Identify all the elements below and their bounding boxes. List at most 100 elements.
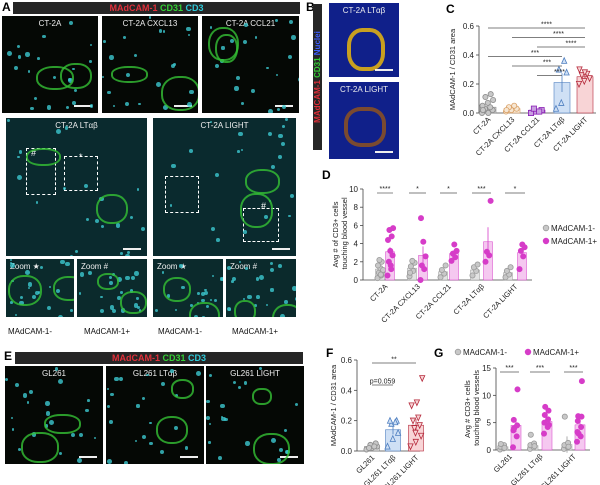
legend-marker xyxy=(454,348,462,356)
y-tick-label: 0.6 xyxy=(463,22,475,31)
data-point xyxy=(384,236,391,243)
cell-dot xyxy=(233,380,237,384)
data-point xyxy=(437,274,444,281)
caption: MAdCAM-1- xyxy=(158,327,203,336)
cell-dot xyxy=(256,295,260,299)
cell-dot xyxy=(87,398,90,402)
data-point xyxy=(374,262,381,269)
data-point xyxy=(545,407,552,414)
cell-dot xyxy=(124,101,129,106)
cell-dot xyxy=(54,367,59,371)
cell-dot xyxy=(162,29,166,33)
cell-dot xyxy=(188,148,193,153)
vessel xyxy=(189,301,220,317)
legend-label: MAdCAM-1+ xyxy=(551,237,597,246)
vessel xyxy=(96,273,119,291)
data-point xyxy=(392,418,399,426)
stain-madcam: MAdCAM-1 xyxy=(111,353,160,363)
vessel xyxy=(239,193,274,228)
cell-dot xyxy=(60,259,65,265)
y-tick-label: 0.4 xyxy=(463,51,475,60)
cell-dot xyxy=(126,250,130,255)
cell-dot xyxy=(283,428,287,433)
cell-dot xyxy=(56,128,62,134)
micrograph-ct2a-light: CT-2A LIGHT # xyxy=(152,117,297,257)
y-axis-label-line: touching blood vessels xyxy=(472,370,481,448)
data-point xyxy=(365,444,372,451)
cell-dot xyxy=(211,227,216,232)
cell-dot xyxy=(77,457,83,463)
data-point xyxy=(520,253,527,260)
y-tick-label: 0.0 xyxy=(341,447,353,456)
cell-dot xyxy=(9,261,13,265)
data-point xyxy=(418,375,426,383)
cell-dot xyxy=(90,44,93,47)
zoom-box-star xyxy=(165,176,199,213)
data-point xyxy=(422,253,429,260)
data-point xyxy=(536,108,543,115)
vessel xyxy=(170,379,195,399)
cell-dot xyxy=(135,440,138,443)
cell-dot xyxy=(149,441,153,445)
data-point xyxy=(555,65,563,73)
cell-dot xyxy=(270,288,274,292)
cell-dot xyxy=(197,291,200,295)
data-point xyxy=(442,262,449,269)
data-point xyxy=(386,416,394,424)
cell-dot xyxy=(58,314,64,317)
data-point xyxy=(482,258,489,265)
y-axis-label: MAdCAM-1 / CD31 area xyxy=(329,364,338,446)
micrograph-title: CT-2A CCL21 xyxy=(225,19,276,28)
cell-dot xyxy=(131,276,136,281)
cell-dot xyxy=(34,97,38,101)
y-tick-label: 4 xyxy=(354,240,359,249)
data-point xyxy=(501,444,508,451)
cell-dot xyxy=(78,292,82,296)
vessel xyxy=(344,107,386,147)
vessel xyxy=(253,432,291,464)
vessel xyxy=(96,194,129,225)
cell-dot xyxy=(287,54,292,59)
cell-dot xyxy=(193,315,199,317)
significance-label: **** xyxy=(566,41,577,48)
data-point xyxy=(469,272,476,279)
data-point xyxy=(578,424,585,431)
cell-dot xyxy=(208,374,213,378)
data-point xyxy=(418,262,425,269)
cell-dot xyxy=(28,70,31,73)
significance-label: *** xyxy=(505,365,513,372)
micrograph-title: CT-2A LTαβ xyxy=(342,6,386,15)
data-point xyxy=(448,257,455,264)
cell-dot xyxy=(65,105,69,109)
cell-dot xyxy=(284,300,289,304)
cell-dot xyxy=(9,259,12,262)
cell-dot xyxy=(201,298,206,303)
data-point xyxy=(558,98,565,106)
data-point xyxy=(376,256,383,263)
cell-dot xyxy=(74,89,78,93)
significance-label: *** xyxy=(477,186,485,193)
cell-dot xyxy=(125,254,130,256)
x-tick-label: GL261 LIGHT xyxy=(539,452,579,485)
cell-dot xyxy=(46,105,51,110)
micrograph-title: GL261 LIGHT xyxy=(230,369,280,378)
cell-dot xyxy=(70,255,74,256)
cell-dot xyxy=(159,450,164,455)
y-axis-label-line: Avg # CD3+ cells xyxy=(463,380,472,438)
data-point xyxy=(574,418,581,425)
cell-dot xyxy=(53,75,57,79)
cell-dot xyxy=(5,377,9,382)
data-point xyxy=(453,247,460,254)
cell-dot xyxy=(204,288,207,291)
data-point xyxy=(509,444,516,451)
x-tick-label: CT-2A LIGHT xyxy=(481,282,519,320)
y-tick-label: 0.4 xyxy=(341,386,353,395)
y-axis-label-line: touching blood vessel xyxy=(340,197,349,272)
cell-dot xyxy=(133,271,139,276)
cell-dot xyxy=(259,275,265,280)
data-point xyxy=(578,72,586,80)
cell-dot xyxy=(58,378,64,384)
data-point xyxy=(388,233,395,240)
cell-dot xyxy=(146,373,149,377)
